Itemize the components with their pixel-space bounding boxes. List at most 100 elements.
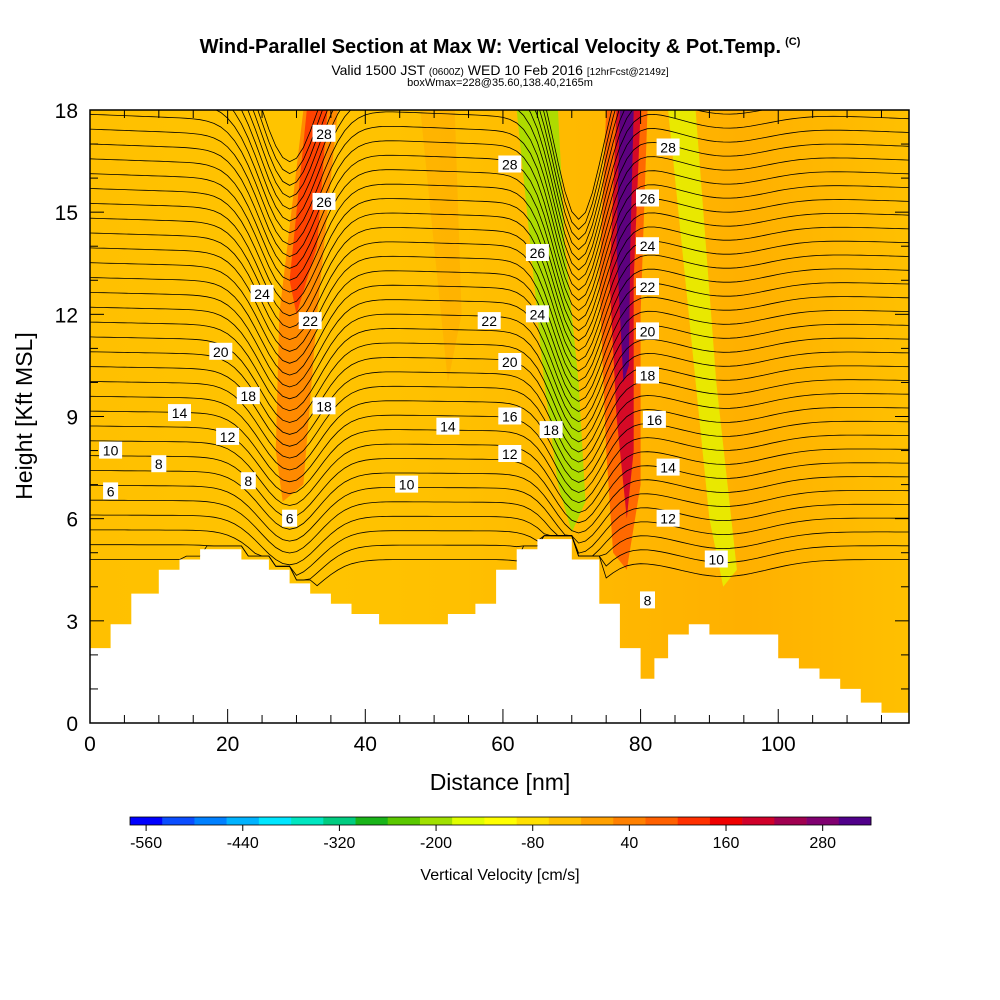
x-tick-label: 40 [354,733,377,756]
theta-contour [90,470,909,534]
theta-contour [90,277,909,402]
colorbar-swatch [355,817,389,825]
colorbar-swatch [806,817,840,825]
contour-label-text: 28 [316,126,332,142]
contour-label-text: 16 [647,412,663,428]
colorbar-swatch [774,817,807,825]
x-tick-label: 0 [84,733,96,756]
valid-fcst: [12hrFcst@2149z] [586,67,669,78]
theta-contour [215,110,909,281]
contour-label: 22 [477,312,501,330]
chart-subtitle: Valid 1500 JST (0600Z) WED 10 Feb 2016 [… [331,62,669,78]
contour-label: 14 [436,417,460,435]
contour-label-text: 12 [220,429,236,445]
contour-label-text: 20 [213,344,229,360]
contour-label-text: 18 [543,422,559,438]
colorbar-swatch [838,817,872,825]
contour-label-text: 22 [302,313,318,329]
y-tick-label: 9 [66,407,78,430]
colorbar-label: Vertical Velocity [cm/s] [420,867,579,884]
contour-label: 8 [240,472,256,490]
colorbar-swatch [548,817,582,825]
theta-contour [90,535,909,581]
x-axis-label: Distance [nm] [430,769,571,795]
theta-contour [90,113,909,291]
colorbar-swatch [709,817,743,825]
contour-label: 6 [103,482,119,500]
colorbar-swatch [194,817,227,825]
contour-label: 20 [636,322,659,340]
theta-contour [90,381,909,473]
y-tick-label: 18 [55,100,78,123]
colorbar-tick-label: 280 [809,835,836,852]
title-mark: (C) [785,36,801,48]
colorbar-swatch [258,817,292,825]
y-axis-label: Height [Kft MSL] [11,332,37,499]
x-tick-label: 80 [629,733,652,756]
y-tick-label: 6 [66,509,78,532]
contour-label: 18 [636,366,659,384]
x-tick-label: 20 [216,733,239,756]
contour-label: 18 [236,387,260,405]
contour-label: 28 [312,124,336,142]
colorbar-swatch [484,817,517,825]
contour-label: 24 [525,305,549,323]
theta-contour [90,158,909,322]
contour-label: 26 [636,189,659,207]
contour-label-text: 24 [530,306,546,322]
colorbar-swatch [162,817,195,825]
weak-updraft-ridge [420,110,462,383]
contour-label-text: 10 [399,477,415,493]
colorbar-tick-label: -320 [323,835,355,852]
x-tick-label: 60 [491,733,514,756]
colorbar-swatch [581,817,614,825]
contour-label-text: 8 [155,456,163,472]
x-tick-label: 100 [761,733,796,756]
contour-label: 22 [636,278,659,296]
y-tick-label: 0 [66,713,78,736]
colorbar-tick-label: 160 [713,835,740,852]
contour-label: 24 [636,237,659,255]
colorbar-swatch [452,817,485,825]
y-tick-label: 15 [55,202,78,225]
contour-label-text: 20 [640,323,656,339]
contour-label: 6 [282,509,298,527]
contour-label: 16 [498,407,522,425]
contour-label: 24 [250,284,274,302]
theta-contour [90,232,909,372]
contour-label-text: 18 [241,388,257,404]
contour-label-text: 6 [286,511,294,527]
theta-contour [90,202,909,352]
colorbar-swatch [516,817,550,825]
contour-label: 10 [99,441,123,459]
contour-label-text: 10 [103,443,119,459]
contour-label: 26 [312,192,336,210]
colorbar-swatch [742,817,775,825]
colorbar-swatch [677,817,711,825]
theta-contour [90,321,909,433]
contour-label: 20 [209,342,233,360]
colorbar-tick-label: -200 [420,835,452,852]
colorbar-tick-label: -440 [227,835,259,852]
colorbar-swatch [387,817,421,825]
contour-label: 16 [642,410,666,428]
contour-label-text: 16 [502,409,518,425]
colorbar-frame [129,816,872,826]
contour-label-text: 6 [107,483,115,499]
contour-label-text: 18 [316,398,332,414]
valid-z: (0600Z) [428,67,464,78]
theta-contour [90,247,909,382]
contour-label-text: 24 [254,286,270,302]
contour-label: 12 [216,427,240,445]
contour-label: 20 [498,353,522,370]
downdraft-band-far [668,110,737,587]
colorbar-tick-label: -560 [130,835,162,852]
theta-contour [90,217,909,362]
contour-label: 8 [151,455,167,473]
theta-contour [90,292,909,412]
contour-label: 18 [312,397,336,415]
contour-label-text: 14 [660,460,676,476]
theta-contour [90,173,909,332]
contour-label: 28 [498,155,522,173]
